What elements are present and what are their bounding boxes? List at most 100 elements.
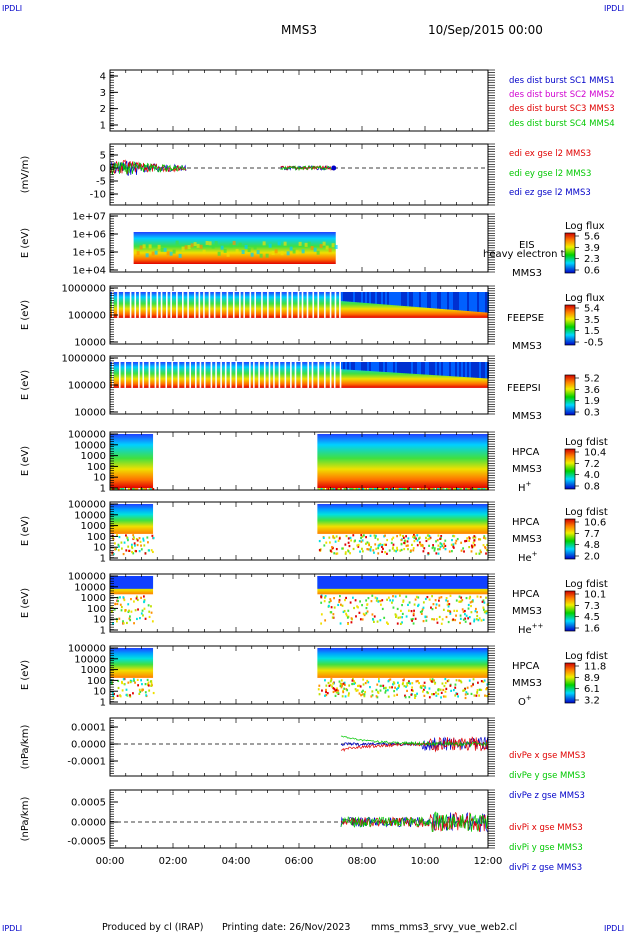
spectrogram-cell: [431, 618, 433, 621]
spectrogram-cell: [370, 546, 372, 549]
spectrogram-cell: [467, 607, 470, 610]
spectrogram-cell: [127, 545, 130, 548]
spectrogram-cell: [328, 604, 330, 607]
spectrogram-cell: [423, 292, 425, 308]
spectrogram-cell: [454, 542, 457, 545]
spectrogram-cell: [461, 292, 463, 311]
data-gap-stripe: [284, 362, 287, 388]
colorbar-tick-label: 10.1: [584, 590, 606, 601]
spectrogram-cell: [391, 362, 393, 373]
spectrogram-cell: [460, 541, 463, 544]
spectrogram-cell: [341, 683, 344, 686]
spectrogram-cell: [369, 362, 371, 372]
spectrogram-cell: [361, 690, 363, 693]
spectrogram-cell: [394, 686, 397, 689]
spectrogram-cell: [127, 603, 130, 606]
spectrogram-cell: [169, 251, 173, 256]
spectrogram-cell: [424, 686, 427, 689]
spectrogram-cell: [403, 541, 406, 545]
spectrogram-cell: [472, 536, 475, 539]
y-tick-label: 10: [93, 473, 106, 484]
spectrogram-cell: [117, 686, 120, 690]
spectrogram-cell: [464, 540, 466, 543]
spectrogram-cell: [334, 694, 337, 698]
spectrogram-cell: [375, 534, 377, 537]
y-tick-label: 1000000: [61, 284, 106, 295]
spectrogram-cell: [345, 362, 347, 370]
spectrogram-cell: [365, 542, 367, 545]
spectrogram-cell: [335, 688, 338, 692]
spectrogram-cell: [420, 544, 423, 547]
spectrogram-cell: [351, 362, 353, 370]
spectrogram-cell: [339, 682, 342, 685]
spectrogram-cell: [134, 609, 137, 612]
spectrogram-cell: [371, 292, 373, 304]
spectrogram-cell: [428, 696, 431, 699]
spectrogram-cell: [139, 540, 142, 543]
spectrogram-cell: [481, 292, 483, 313]
spectrogram-cell: [151, 550, 154, 554]
instrument-label: HPCA: [512, 447, 540, 458]
y-axis-label: E (eV): [20, 446, 31, 476]
spectrogram-cell: [440, 596, 443, 599]
spectrogram-cell: [367, 488, 370, 491]
spectrogram-cell: [403, 539, 406, 542]
spectrogram-cell: [423, 488, 425, 491]
spectrogram-cell: [346, 689, 349, 692]
spectrogram-cell: [421, 543, 424, 547]
spectrogram-cell: [331, 546, 333, 549]
spectrogram-cell: [333, 597, 335, 600]
spectrogram-cell: [467, 292, 469, 312]
spectrogram-cell: [413, 362, 415, 374]
spectrogram-cell: [394, 613, 397, 616]
spectrogram-cell: [328, 601, 331, 604]
corner-label-bottom-right: IPDLI: [604, 924, 624, 933]
spectrogram-cell: [152, 488, 155, 491]
data-gap-stripe: [158, 362, 161, 388]
sc-label: MMS3: [512, 606, 542, 617]
spectrogram-cell: [406, 540, 409, 543]
spectrogram-cell: [401, 292, 403, 306]
spectrogram-cell: [271, 251, 275, 256]
spectrogram-cell: [143, 607, 146, 610]
spectrogram-cell: [468, 545, 471, 549]
spectrogram-cell: [333, 606, 336, 609]
data-gap-stripe: [182, 292, 184, 318]
data-gap-stripe: [117, 292, 119, 318]
spectrogram-cell: [111, 610, 113, 613]
spectrogram-cell: [268, 243, 272, 248]
spectrogram-cell: [384, 551, 387, 554]
spectrogram-cell: [412, 614, 415, 617]
spectrogram-cell: [367, 681, 370, 684]
spectrogram-cell: [343, 683, 346, 686]
spectrogram-cell: [358, 488, 361, 491]
legend-entry: divPi y gse MMS3: [509, 843, 583, 853]
spectrogram-cell: [398, 594, 401, 597]
data-gap-stripe: [286, 292, 289, 318]
spectrogram-cell: [414, 617, 417, 620]
spectrogram-cell: [365, 612, 368, 615]
spectrogram-cell: [485, 688, 488, 691]
spectrogram-cell: [131, 550, 133, 554]
spectrogram-cell: [123, 541, 126, 544]
spectrogram-block: [133, 232, 336, 264]
spectrogram-cell: [485, 362, 487, 379]
data-gap-stripe: [307, 362, 309, 388]
spectrogram-cell: [432, 603, 435, 606]
colorbar-tick-label: 2.0: [584, 552, 600, 563]
spectrogram-cell: [400, 538, 403, 542]
spectrogram-cell: [466, 686, 469, 689]
spectrogram-cell: [483, 611, 486, 614]
y-axis-label: E (eV): [20, 228, 31, 258]
spectrogram-cell: [148, 549, 151, 552]
y-axis-label: E (eV): [20, 588, 31, 618]
spectrogram-cell: [391, 538, 393, 541]
spectrogram-cell: [356, 544, 359, 547]
spectrogram-cell: [349, 362, 351, 370]
footer-produced-by: Produced by cl (IRAP): [102, 922, 203, 933]
colorbar-tick-label: 1.5: [584, 326, 600, 337]
spectrogram-cell: [393, 362, 395, 373]
spectrogram-cell: [384, 689, 387, 692]
spectrogram-cell: [366, 679, 369, 683]
footer-filename: mms_mms3_srvy_vue_web2.cl: [371, 922, 517, 933]
